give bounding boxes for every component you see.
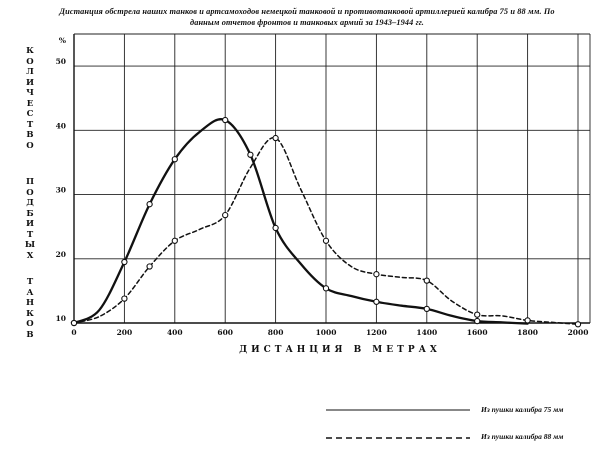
x-tick-label-400: 400 xyxy=(167,328,183,337)
chart-title-line-2: данным отчетов фронтов и танковых армий … xyxy=(190,18,424,27)
legend-layer xyxy=(326,409,470,439)
y-tick-label-30: 30 xyxy=(56,186,66,195)
series-point-88mm-300 xyxy=(146,263,153,270)
series-point-88mm-600 xyxy=(222,211,229,219)
series-point-88mm-800 xyxy=(272,134,279,142)
series-point-75mm-400 xyxy=(171,156,178,163)
series-point-75mm-300 xyxy=(146,201,153,208)
chart-title-line-1: Дистанция обстрела наших танков и артсам… xyxy=(59,7,555,16)
grid-layer xyxy=(73,34,590,324)
series-point-75mm-200 xyxy=(121,258,128,266)
y-unit-label: % xyxy=(59,36,66,45)
series-point-75mm-700 xyxy=(247,151,254,158)
series-point-88mm-1200 xyxy=(373,271,380,278)
legend-label-88mm: Из пушки калибра 88 мм xyxy=(481,432,564,441)
y-axis-label-part-3: ТАНКОВ xyxy=(25,277,35,340)
axes-layer xyxy=(73,33,591,324)
x-tick-label-800: 800 xyxy=(268,328,284,337)
series-point-75mm-600 xyxy=(222,116,229,124)
series-point-88mm-400 xyxy=(171,237,178,244)
y-axis-label-part-2: ПОДБИТЫХ xyxy=(24,177,36,261)
series-point-75mm-800 xyxy=(272,224,279,232)
y-tick-label-20: 20 xyxy=(56,250,66,259)
legend-label-75mm: Из пушки калибра 75 мм xyxy=(481,405,564,414)
x-tick-label-0: 0 xyxy=(71,328,76,337)
series-point-88mm-1600 xyxy=(474,311,481,318)
series-point-88mm-2000 xyxy=(574,321,582,328)
series-point-75mm-1400 xyxy=(423,305,430,313)
y-tick-label-40: 40 xyxy=(56,121,66,130)
x-tick-label-1600: 1600 xyxy=(467,328,488,337)
x-tick-label-1000: 1000 xyxy=(316,328,337,337)
series-point-88mm-200 xyxy=(121,295,128,302)
series-point-75mm-1600 xyxy=(474,317,481,325)
series-point-88mm-0 xyxy=(70,319,78,327)
y-tick-label-50: 50 xyxy=(56,57,66,66)
x-tick-label-1200: 1200 xyxy=(366,328,387,337)
series-point-88mm-1000 xyxy=(322,237,330,244)
y-axis-label-part-1: КОЛИЧЕСТВО xyxy=(25,46,35,151)
tick-labels-layer: 0 200 400 600 800 1000 1200 1400 1600 1800 2000 10 2… xyxy=(56,36,589,337)
x-tick-label-200: 200 xyxy=(117,328,133,337)
series-point-75mm-1000 xyxy=(322,285,330,292)
series-point-75mm-1200 xyxy=(373,298,380,305)
x-axis-label: ДИСТАНЦИЯ В МЕТРАХ xyxy=(239,345,441,355)
x-tick-label-1800: 1800 xyxy=(517,328,538,337)
x-tick-label-600: 600 xyxy=(217,328,233,337)
y-tick-label-10: 10 xyxy=(56,314,66,323)
x-tick-label-2000: 2000 xyxy=(568,328,589,337)
series-point-88mm-1800 xyxy=(524,317,531,324)
series-line-75mm xyxy=(72,118,529,325)
series-point-88mm-1400 xyxy=(423,277,430,284)
markers-layer xyxy=(70,116,582,328)
x-tick-label-1400: 1400 xyxy=(416,328,437,337)
